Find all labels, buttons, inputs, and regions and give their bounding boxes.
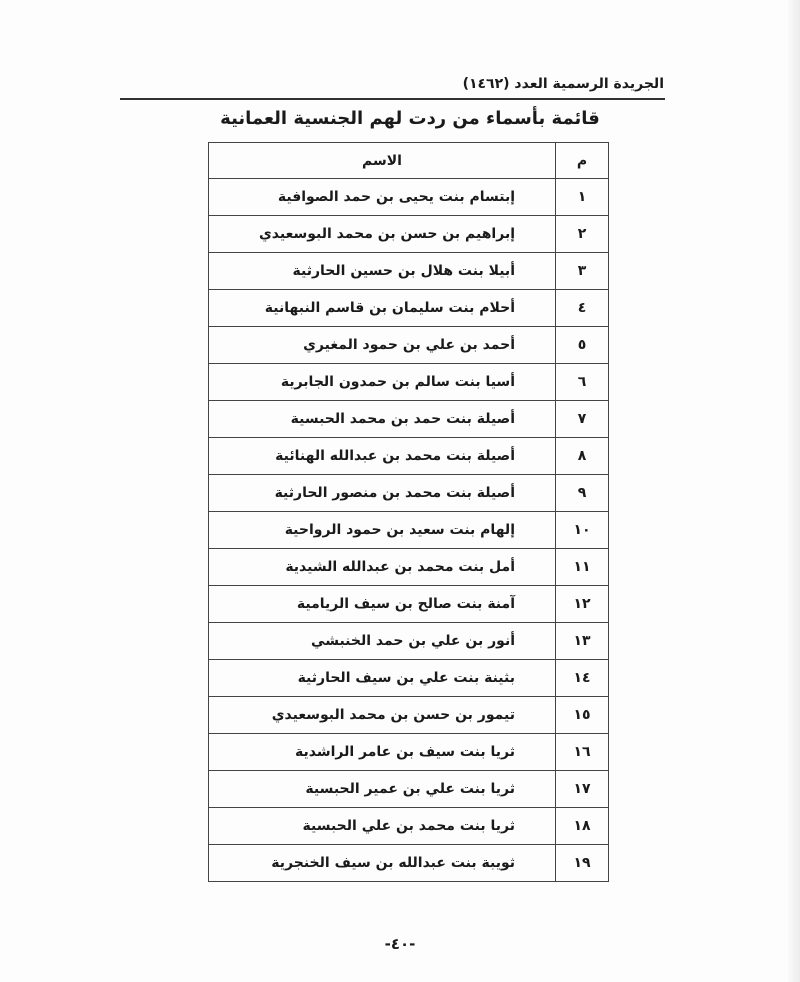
table-row: ٣ أبيلا بنت هلال بن حسين الحارثية — [208, 252, 609, 290]
person-name: إبراهيم بن حسن بن محمد البوسعيدي — [208, 215, 556, 253]
person-name: إبتسام بنت يحيى بن حمد الصوافية — [208, 178, 556, 216]
table-row: ١٤ بثينة بنت علي بن سيف الحارثية — [208, 659, 609, 697]
table-row: ١٦ ثريا بنت سيف بن عامر الراشدية — [208, 733, 609, 771]
column-header-number: م — [555, 142, 609, 179]
row-number: ١ — [555, 178, 609, 216]
names-table: م الاسم ١ إبتسام بنت يحيى بن حمد الصوافية… — [208, 142, 609, 882]
table-row: ٤ أحلام بنت سليمان بن قاسم النبهانية — [208, 289, 609, 327]
table-row: ١٥ تيمور بن حسن بن محمد البوسعيدي — [208, 696, 609, 734]
person-name: أسيا بنت سالم بن حمدون الجابرية — [208, 363, 556, 401]
table-row: ١٧ ثريا بنت علي بن عمير الحبسية — [208, 770, 609, 808]
table-row: ١٨ ثريا بنت محمد بن علي الحبسية — [208, 807, 609, 845]
row-number: ٦ — [555, 363, 609, 401]
person-name: تيمور بن حسن بن محمد البوسعيدي — [208, 696, 556, 734]
person-name: إلهام بنت سعيد بن حمود الرواحية — [208, 511, 556, 549]
row-number: ٨ — [555, 437, 609, 475]
page-edge — [788, 0, 800, 982]
row-number: ٥ — [555, 326, 609, 364]
row-number: ١٣ — [555, 622, 609, 660]
person-name: أحلام بنت سليمان بن قاسم النبهانية — [208, 289, 556, 327]
table-row: ١٠ إلهام بنت سعيد بن حمود الرواحية — [208, 511, 609, 549]
table-row: ٨ أصيلة بنت محمد بن عبدالله الهنائية — [208, 437, 609, 475]
table-row: ٥ أحمد بن علي بن حمود المغيري — [208, 326, 609, 364]
header-rule — [120, 98, 665, 100]
column-header-name: الاسم — [208, 142, 556, 179]
row-number: ١٠ — [555, 511, 609, 549]
row-number: ٧ — [555, 400, 609, 438]
person-name: ثريا بنت سيف بن عامر الراشدية — [208, 733, 556, 771]
person-name: أمل بنت محمد بن عبدالله الشيدية — [208, 548, 556, 586]
row-number: ٢ — [555, 215, 609, 253]
person-name: بثينة بنت علي بن سيف الحارثية — [208, 659, 556, 697]
row-number: ٣ — [555, 252, 609, 290]
row-number: ٤ — [555, 289, 609, 327]
person-name: أبيلا بنت هلال بن حسين الحارثية — [208, 252, 556, 290]
row-number: ١٥ — [555, 696, 609, 734]
person-name: أصيلة بنت حمد بن محمد الحبسية — [208, 400, 556, 438]
person-name: أصيلة بنت محمد بن عبدالله الهنائية — [208, 437, 556, 475]
page-number: -٤٠- — [384, 935, 416, 953]
row-number: ١٩ — [555, 844, 609, 882]
running-header: الجريدة الرسمية العدد (١٤٦٢) — [462, 76, 664, 92]
row-number: ١٢ — [555, 585, 609, 623]
table-row: ٢ إبراهيم بن حسن بن محمد البوسعيدي — [208, 215, 609, 253]
person-name: ثريا بنت علي بن عمير الحبسية — [208, 770, 556, 808]
table-row: ١٣ أنور بن علي بن حمد الخنبشي — [208, 622, 609, 660]
person-name: ثريا بنت محمد بن علي الحبسية — [208, 807, 556, 845]
table-row: ١٩ ثويبة بنت عبدالله بن سيف الخنجرية — [208, 844, 609, 882]
row-number: ١٧ — [555, 770, 609, 808]
person-name: آمنة بنت صالح بن سيف الريامية — [208, 585, 556, 623]
row-number: ١٨ — [555, 807, 609, 845]
table-row: ٩ أصيلة بنت محمد بن منصور الحارثية — [208, 474, 609, 512]
row-number: ١٦ — [555, 733, 609, 771]
row-number: ١٤ — [555, 659, 609, 697]
table-row: ٦ أسيا بنت سالم بن حمدون الجابرية — [208, 363, 609, 401]
document-title: قائمة بأسماء من ردت لهم الجنسية العمانية — [220, 108, 600, 129]
table-row: ٧ أصيلة بنت حمد بن محمد الحبسية — [208, 400, 609, 438]
table-row: ١١ أمل بنت محمد بن عبدالله الشيدية — [208, 548, 609, 586]
row-number: ٩ — [555, 474, 609, 512]
person-name: أنور بن علي بن حمد الخنبشي — [208, 622, 556, 660]
person-name: ثويبة بنت عبدالله بن سيف الخنجرية — [208, 844, 556, 882]
row-number: ١١ — [555, 548, 609, 586]
person-name: أحمد بن علي بن حمود المغيري — [208, 326, 556, 364]
table-header-row: م الاسم — [208, 142, 609, 179]
table-row: ١٢ آمنة بنت صالح بن سيف الريامية — [208, 585, 609, 623]
person-name: أصيلة بنت محمد بن منصور الحارثية — [208, 474, 556, 512]
table-row: ١ إبتسام بنت يحيى بن حمد الصوافية — [208, 178, 609, 216]
